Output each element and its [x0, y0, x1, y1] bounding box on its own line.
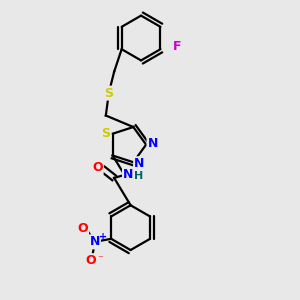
Text: O: O	[92, 161, 103, 174]
Text: O: O	[85, 254, 96, 267]
Text: S: S	[102, 127, 111, 140]
Text: N: N	[90, 235, 100, 248]
Text: N: N	[148, 136, 158, 150]
Text: S: S	[104, 87, 113, 100]
Text: F: F	[172, 40, 181, 53]
Text: ⁻: ⁻	[97, 255, 103, 265]
Text: N: N	[123, 168, 133, 182]
Text: +: +	[99, 232, 107, 242]
Text: O: O	[77, 222, 88, 235]
Text: H: H	[134, 171, 143, 182]
Text: N: N	[134, 157, 145, 170]
